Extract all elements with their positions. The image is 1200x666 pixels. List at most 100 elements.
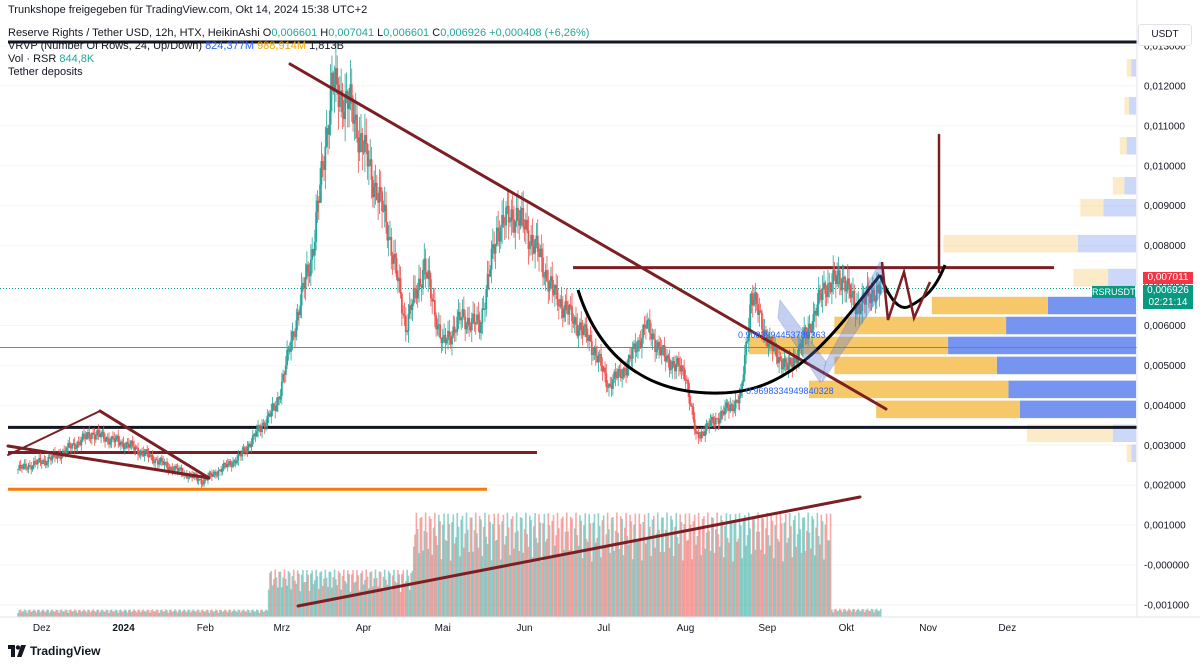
volume-bar [650, 556, 652, 617]
vp-down-bar [834, 316, 1007, 335]
volume-bar [600, 557, 602, 617]
candle-body [433, 300, 436, 316]
candle-body [119, 441, 122, 446]
candle-body [100, 432, 103, 438]
candle-body [589, 334, 592, 342]
candle-body [697, 431, 700, 438]
candle-body [402, 313, 405, 315]
candle-body [627, 355, 630, 367]
candle-body [42, 459, 44, 465]
candle-body [77, 441, 80, 443]
candle-body [179, 467, 182, 469]
volume-bar [679, 514, 681, 617]
candle-body [39, 458, 42, 463]
volume-bar [35, 612, 38, 617]
candle-body [655, 349, 658, 353]
candle-body [755, 292, 758, 305]
volume-bar [736, 541, 738, 617]
ohlc-l-value: 0,006601 [383, 27, 430, 39]
volume-bar [180, 612, 183, 617]
volume-bar [87, 609, 89, 617]
candle-body [745, 341, 748, 355]
candle-body [283, 374, 286, 375]
volume-bar [133, 609, 135, 617]
volume-bar [485, 536, 488, 617]
candle-body [312, 249, 315, 256]
candle-body [162, 461, 165, 465]
candle-body [544, 270, 547, 277]
volume-bar [343, 569, 345, 617]
volume-bar [311, 570, 313, 617]
volume-bar [340, 589, 342, 617]
footer-brand[interactable]: TradingView [8, 644, 100, 658]
volume-bar [555, 535, 557, 617]
candle-body [571, 306, 573, 321]
volume-bar [831, 609, 833, 617]
volume-bar [481, 555, 484, 617]
candle-body [27, 465, 30, 470]
candle-body [269, 413, 271, 417]
vp-down-bar [1080, 198, 1104, 217]
volume-bar [418, 553, 420, 617]
candle-body [25, 463, 27, 469]
volume-bar [416, 528, 419, 617]
candle-body [220, 469, 223, 472]
candle-body [481, 308, 484, 323]
candle-body [451, 335, 453, 345]
symbol-title[interactable]: Reserve Rights / Tether USD, 12h, HTX, H… [8, 27, 260, 39]
volume-bar [667, 533, 670, 617]
candle-body [453, 326, 456, 333]
volume-bar [106, 610, 109, 617]
candle-body [568, 304, 571, 315]
volume-bar [415, 512, 418, 617]
candle-body [634, 343, 637, 353]
volume-bar [208, 612, 211, 617]
candle-body [187, 477, 190, 479]
candle-body [717, 418, 720, 424]
candle-body [17, 469, 19, 471]
candle-body [493, 244, 496, 254]
candle-body [436, 325, 439, 330]
currency-button[interactable]: USDT [1138, 24, 1192, 46]
candle-body [757, 304, 759, 315]
volume-bar [29, 609, 31, 617]
volume-bar [530, 520, 532, 617]
volume-title[interactable]: Vol · RSR [8, 53, 57, 65]
candle-body [877, 284, 879, 286]
candle-body [548, 281, 551, 292]
candle-body [152, 461, 155, 464]
candle-body [721, 410, 724, 412]
volume-bar [221, 611, 224, 617]
x-tick-label: Jun [516, 623, 532, 634]
candle-body [601, 365, 604, 372]
candle-body [406, 331, 409, 333]
volume-bar [637, 540, 639, 617]
candle-body [171, 467, 174, 472]
volume-bar [779, 513, 782, 617]
volume-bar [113, 611, 116, 617]
volume-bar [55, 609, 58, 617]
candle-body [73, 443, 76, 449]
candle-body [465, 324, 468, 330]
candle-body [163, 462, 166, 465]
candle-body [345, 91, 348, 97]
volume-bar [749, 528, 751, 617]
last-price-tag: 0,006926 02:21:14 [1143, 285, 1193, 309]
candle-body [440, 337, 443, 344]
volume-bar [469, 517, 472, 617]
candle-body [404, 315, 407, 333]
brand-name: TradingView [30, 644, 101, 658]
candle-body [365, 135, 368, 144]
candle-body [296, 311, 299, 321]
candle-body [473, 313, 476, 324]
candle-body [844, 276, 846, 292]
candle-body [782, 367, 784, 370]
tether-deposits-legend[interactable]: Tether deposits [8, 66, 83, 78]
candle-body [374, 182, 377, 187]
candle-body [321, 161, 324, 166]
candle-body [701, 431, 704, 433]
volume-bar [315, 569, 317, 617]
candle-body [291, 331, 294, 342]
vrvp-title[interactable]: VRVP (Number Of Rows, 24, Up/Down) [8, 40, 202, 52]
